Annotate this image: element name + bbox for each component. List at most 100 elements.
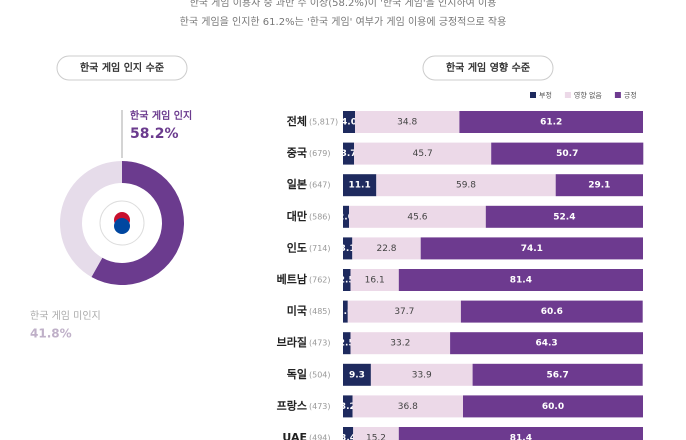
value-label: 74.1 <box>521 244 543 254</box>
category-note: (473) <box>309 339 331 348</box>
bar-segment <box>343 142 355 165</box>
bar-segment <box>376 174 556 197</box>
category-label: 대만 <box>287 209 307 223</box>
value-label: 34.8 <box>397 118 417 128</box>
bar-segment <box>352 395 463 418</box>
chart-title: 한국 게임 인지 수준 <box>80 61 164 74</box>
value-label: 37.7 <box>394 307 414 317</box>
slice-label: 한국 게임 인지 <box>130 109 192 122</box>
category-note: (714) <box>309 244 331 253</box>
value-label: 22.8 <box>376 244 396 254</box>
category-note: (762) <box>309 276 331 285</box>
header-line: 한국 게임을 인지한 61.2%는 '한국 게임' 여부가 게임 이용에 긍정적… <box>180 15 507 28</box>
category-label: 중국 <box>287 147 307 160</box>
category-note: (647) <box>309 181 331 190</box>
category-note: (485) <box>309 307 331 316</box>
category-note: (473) <box>309 402 331 411</box>
legend-label: 부정 <box>539 91 552 100</box>
value-label: 45.7 <box>413 149 433 159</box>
category-note: (5,817) <box>309 118 338 127</box>
value-label: 61.2 <box>540 118 562 128</box>
value-label: 56.7 <box>547 370 569 380</box>
category-note: (504) <box>309 370 331 379</box>
legend-label: 긍정 <box>624 91 637 100</box>
category-label: 베트남 <box>277 272 307 286</box>
legend-swatch <box>530 92 536 98</box>
category-label: 독일 <box>287 367 307 381</box>
header-line: 한국 게임 이용자 중 과반 수 이상(58.2%)이 '한국 게임'을 인지하… <box>190 0 497 9</box>
slice-value: 41.8% <box>30 327 72 341</box>
bar-segment <box>355 111 460 133</box>
bar-segment <box>420 237 643 260</box>
value-label: 29.1 <box>588 181 610 191</box>
value-label: 1.6 <box>337 307 353 317</box>
legend-swatch <box>564 92 571 98</box>
value-label: 3.2 <box>340 402 356 412</box>
value-label: 2.5 <box>339 276 355 286</box>
bar-segment <box>353 427 399 440</box>
value-label: 2.0 <box>338 212 354 222</box>
value-label: 59.8 <box>456 181 476 191</box>
category-label: 미국 <box>287 304 307 318</box>
bar-segment <box>460 300 643 323</box>
bar-segment <box>350 269 399 291</box>
flag-blue <box>114 218 130 234</box>
bar-segment <box>350 332 451 355</box>
bar-segment <box>485 205 643 228</box>
value-label: 3.1 <box>340 244 356 254</box>
bar-segment <box>398 269 643 291</box>
pill <box>422 55 554 81</box>
value-label: 64.3 <box>535 339 557 349</box>
category-label: UAE <box>282 431 307 440</box>
category-label: 일본 <box>287 177 307 191</box>
bar-segment <box>343 205 349 228</box>
category-note: (494) <box>309 434 331 440</box>
category-label: 전체 <box>287 114 307 128</box>
bar-segment <box>343 174 377 197</box>
category-label: 프랑스 <box>277 399 307 412</box>
value-label: 9.3 <box>349 370 365 380</box>
chart-title: 한국 게임 영향 수준 <box>446 61 530 74</box>
value-label: 52.4 <box>553 212 575 222</box>
value-label: 4.0 <box>341 118 357 128</box>
donut-slice <box>60 161 122 277</box>
bar-segment <box>370 363 473 386</box>
bar-segment <box>343 300 348 323</box>
category-note: (679) <box>309 149 331 158</box>
value-label: 33.9 <box>412 370 432 380</box>
category-label: 인도 <box>287 240 307 254</box>
bar-segment <box>352 237 421 260</box>
value-label: 36.8 <box>398 402 418 412</box>
value-label: 3.7 <box>341 149 357 159</box>
bar-segment <box>349 205 486 228</box>
bar-segment <box>398 427 643 440</box>
slice-label: 한국 게임 미인지 <box>30 309 101 322</box>
value-label: 33.2 <box>390 339 410 349</box>
value-label: 60.0 <box>542 402 564 412</box>
category-label: 브라질 <box>277 335 307 349</box>
value-label: 45.6 <box>407 212 427 222</box>
bar-segment <box>450 332 643 355</box>
category-note: (586) <box>309 212 331 221</box>
bar-segment <box>343 427 354 440</box>
legend-label: 영향 없음 <box>574 91 603 100</box>
slice-value: 58.2% <box>130 126 179 142</box>
bar-segment <box>459 111 643 133</box>
bar-segment <box>491 142 644 165</box>
value-label: 3.4 <box>340 434 356 440</box>
value-label: 16.1 <box>365 276 385 286</box>
donut-slice <box>91 161 185 285</box>
value-label: 81.4 <box>510 276 532 286</box>
bar-segment <box>347 300 461 323</box>
bar-segment <box>354 142 492 165</box>
bar-segment <box>343 111 355 133</box>
legend-swatch <box>614 92 621 98</box>
pill <box>56 55 188 81</box>
bar-segment <box>343 363 371 386</box>
value-label: 11.1 <box>349 181 371 191</box>
bar-segment <box>472 363 643 386</box>
bar-segment <box>555 174 643 197</box>
value-label: 50.7 <box>556 149 578 159</box>
